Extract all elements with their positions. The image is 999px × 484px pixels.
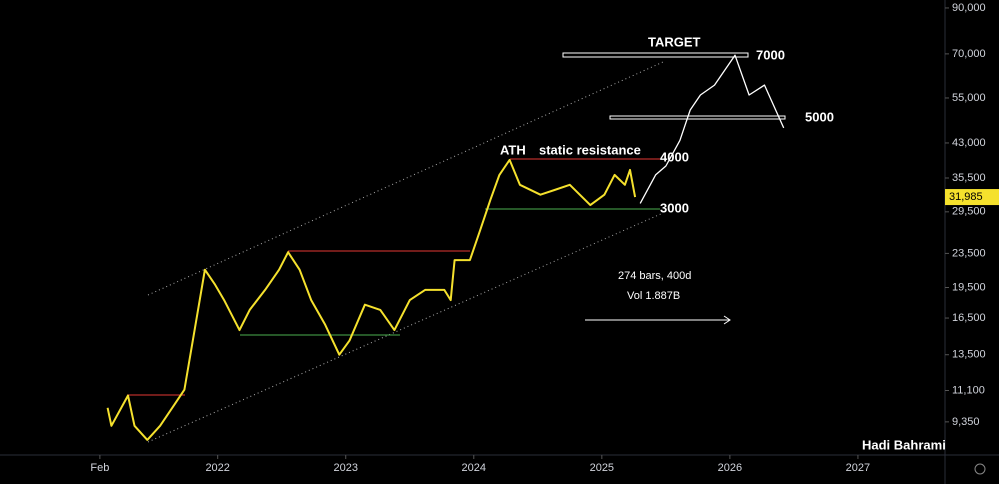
- x-tick-label: Feb: [90, 462, 109, 474]
- y-tick-label: 43,000: [952, 137, 986, 149]
- annotation: Vol 1.887B: [627, 290, 680, 302]
- y-tick-label: 16,500: [952, 312, 986, 324]
- author: Hadi Bahrami: [862, 437, 946, 452]
- annotation: 4000: [660, 149, 689, 164]
- last-price-marker: [945, 189, 999, 206]
- annotation: 5000: [805, 109, 834, 124]
- y-tick-label: 55,000: [952, 92, 986, 104]
- target-box: [562, 52, 749, 58]
- y-tick-label: 90,000: [952, 2, 986, 14]
- range-arrow-head: [723, 315, 731, 325]
- price-line: [639, 54, 785, 204]
- price-line: [106, 158, 637, 441]
- y-tick-label: 19,500: [952, 281, 986, 293]
- settings-icon[interactable]: [974, 463, 986, 475]
- y-tick-label: 23,500: [952, 247, 986, 259]
- x-tick-label: 2026: [718, 462, 742, 474]
- level-box: [609, 115, 786, 120]
- annotation: 7000: [756, 47, 785, 62]
- annotation: 274 bars, 400d: [618, 270, 691, 282]
- y-tick-label: 11,100: [952, 384, 985, 396]
- annotation: static resistance: [539, 142, 641, 157]
- x-tick-label: 2027: [846, 462, 870, 474]
- x-tick-label: 2025: [590, 462, 614, 474]
- y-tick-label: 13,500: [952, 349, 986, 361]
- x-tick-label: 2024: [462, 462, 486, 474]
- x-tick-label: 2023: [333, 462, 357, 474]
- y-tick-label: 35,500: [952, 172, 986, 184]
- annotation: ATH: [500, 142, 526, 157]
- y-tick-label: 9,350: [952, 416, 980, 428]
- y-tick-label: 29,500: [952, 206, 986, 218]
- last-price-label: 31,985: [949, 191, 983, 203]
- x-tick-label: 2022: [205, 462, 229, 474]
- annotation: TARGET: [648, 34, 701, 49]
- y-tick-label: 70,000: [952, 48, 986, 60]
- annotation: 3000: [660, 200, 689, 215]
